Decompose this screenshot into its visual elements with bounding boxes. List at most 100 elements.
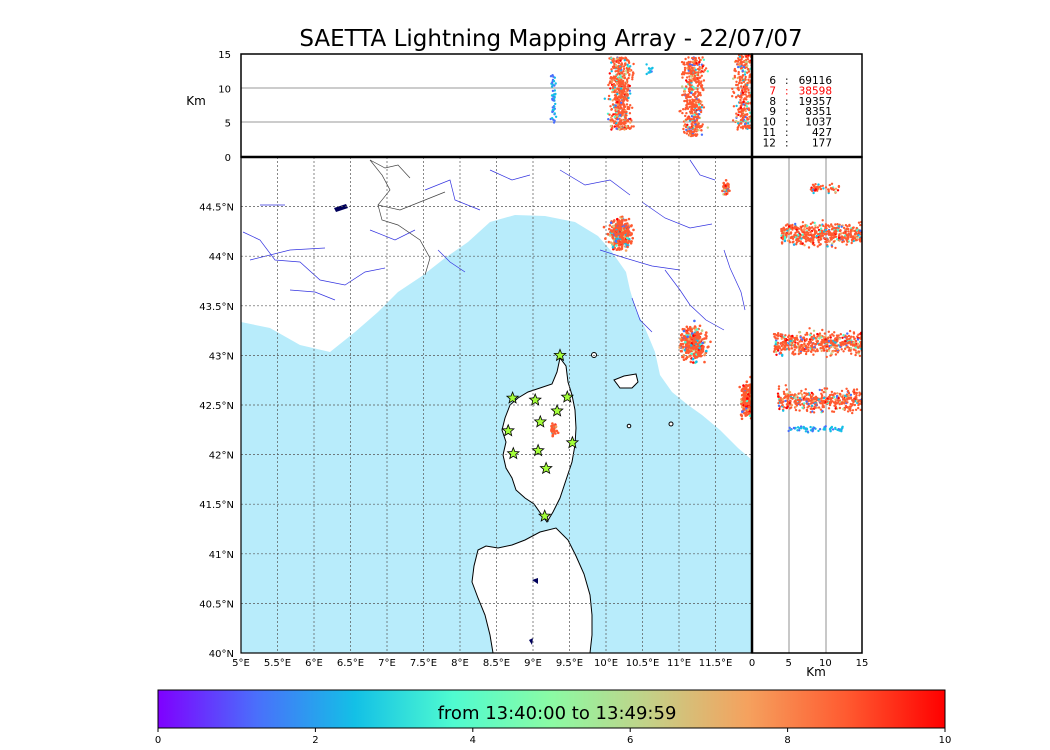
lightning-point [626, 225, 630, 228]
altitude-top-point [619, 80, 622, 83]
altitude-right-point [852, 226, 855, 229]
altitude-right-point [836, 347, 839, 351]
altitude-right-point [846, 237, 849, 240]
stats-separator: : [785, 127, 789, 139]
altitude-right-point [827, 407, 831, 410]
altitude-top-point [694, 128, 697, 131]
altitude-right-x-tick-label: 5 [785, 658, 791, 669]
altitude-top-point [743, 73, 747, 76]
altitude-right-point [821, 328, 824, 332]
altitude-right-point [834, 401, 837, 405]
altitude-right-point [853, 337, 856, 341]
altitude-top-point [737, 65, 740, 69]
altitude-top-point [747, 67, 750, 71]
map-x-tick-label: 11.5°E [699, 658, 733, 669]
altitude-right-point [810, 186, 813, 189]
altitude-right-point [802, 425, 805, 429]
altitude-top-point [612, 119, 615, 123]
altitude-top-y-tick-label: 5 [225, 119, 231, 130]
lightning-point [745, 383, 748, 387]
stats-station-count: 9 [769, 106, 776, 118]
lightning-point [693, 338, 696, 341]
altitude-top-point [686, 123, 689, 127]
altitude-top-point [607, 118, 610, 121]
altitude-right-point [788, 426, 791, 429]
altitude-top-point [627, 120, 630, 123]
altitude-right-point [792, 426, 796, 430]
stats-source-count: 177 [812, 137, 832, 149]
altitude-top-y-tick-label: 15 [218, 50, 231, 61]
altitude-top-point [552, 79, 556, 83]
altitude-top-point [744, 109, 747, 113]
altitude-right-point [848, 397, 851, 400]
altitude-right-point [791, 334, 794, 338]
altitude-top-point [740, 112, 744, 116]
lightning-point [682, 353, 686, 357]
altitude-right-point [787, 231, 790, 234]
altitude-top-point [706, 126, 709, 129]
altitude-top-point [613, 79, 616, 82]
altitude-top-point [628, 89, 631, 93]
altitude-top-point [692, 69, 695, 72]
altitude-top-point [691, 66, 694, 70]
altitude-top-point [651, 66, 654, 70]
lightning-point [620, 237, 624, 240]
altitude-top-point [743, 88, 747, 91]
altitude-top-point [613, 125, 616, 128]
altitude-top-point [683, 131, 686, 134]
altitude-top-point [626, 89, 629, 92]
altitude-top-point [626, 105, 630, 109]
altitude-top-point [741, 127, 745, 130]
altitude-top-point [624, 81, 627, 85]
stats-station-count: 6 [769, 75, 776, 87]
altitude-right-point [833, 396, 836, 399]
altitude-top-point [614, 104, 618, 107]
lightning-point [685, 348, 688, 351]
altitude-top-point [693, 79, 696, 82]
altitude-right-point [811, 221, 814, 224]
altitude-right-point [789, 428, 792, 431]
altitude-top-point [738, 81, 741, 85]
altitude-right-point [793, 338, 797, 342]
altitude-right-point [807, 349, 810, 352]
altitude-top-point [686, 99, 689, 102]
altitude-right-point [799, 351, 802, 355]
altitude-right-point [774, 343, 777, 346]
altitude-top-point [693, 66, 696, 70]
lightning-point [689, 347, 693, 350]
altitude-top-point [748, 60, 751, 63]
map-x-tick-label: 8°E [451, 658, 469, 669]
altitude-right-point [773, 344, 776, 348]
altitude-top-point [689, 60, 692, 64]
altitude-top-point [685, 132, 689, 135]
altitude-top-point [698, 103, 701, 106]
lightning-point [740, 388, 744, 391]
altitude-top-point [695, 125, 698, 129]
lightning-point [621, 218, 624, 222]
altitude-top-point [553, 89, 556, 92]
altitude-top-point [553, 112, 556, 115]
altitude-right-point [812, 342, 815, 345]
altitude-right-point [807, 228, 811, 232]
altitude-right-point [829, 430, 832, 433]
lightning-point [698, 339, 702, 342]
altitude-top-point [697, 71, 700, 75]
lightning-point [689, 354, 692, 357]
altitude-top-point [741, 88, 744, 91]
altitude-top-point [610, 68, 613, 71]
altitude-top-point [737, 122, 740, 125]
altitude-right-point [832, 240, 836, 243]
altitude-right-point [828, 240, 831, 243]
altitude-top-point [611, 127, 614, 130]
stats-separator: : [785, 106, 789, 118]
altitude-top-y-ticks: 0 5 10 15 [218, 50, 231, 164]
altitude-right-point [828, 403, 832, 406]
altitude-right-point [812, 329, 816, 332]
altitude-right-point [802, 344, 805, 348]
altitude-right-point [825, 237, 828, 240]
lightning-point [618, 235, 622, 239]
lightning-point [550, 429, 553, 432]
altitude-right-point [855, 226, 858, 230]
map-y-tick-label: 44°N [209, 252, 234, 263]
